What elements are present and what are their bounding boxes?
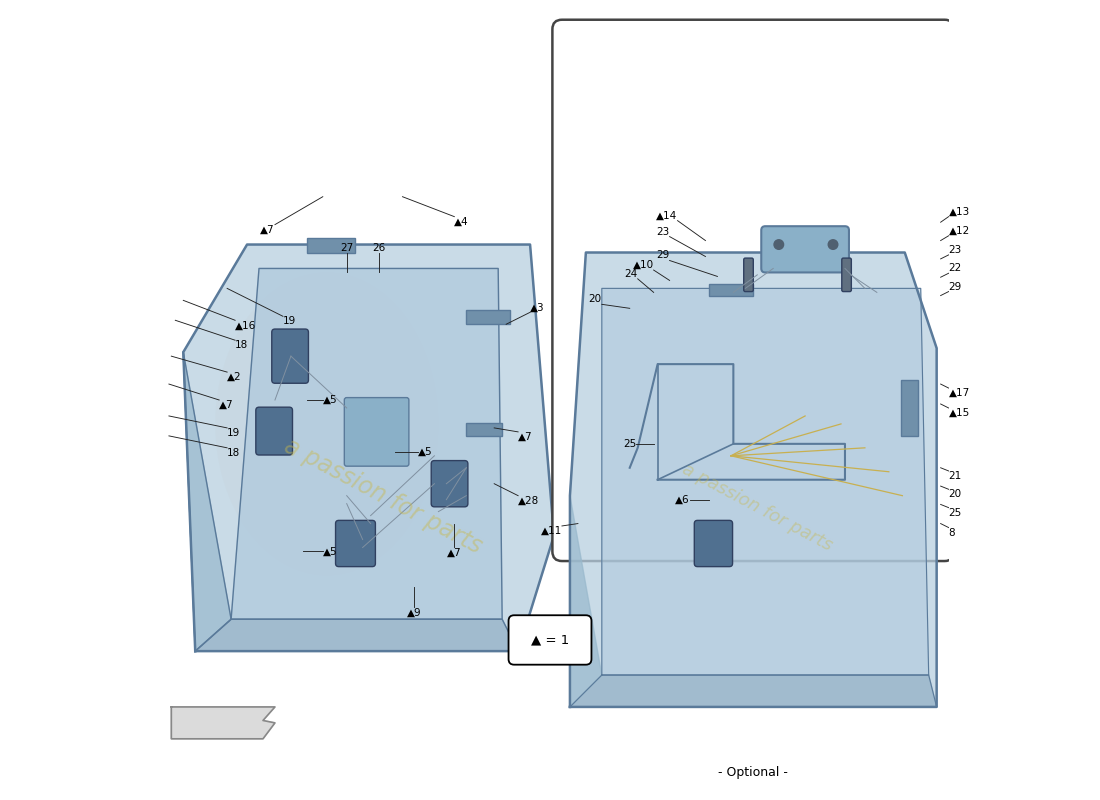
Polygon shape: [231, 269, 503, 619]
Polygon shape: [184, 245, 554, 651]
Text: ▲5: ▲5: [322, 546, 338, 557]
Bar: [307, 238, 354, 253]
Circle shape: [774, 240, 783, 250]
Polygon shape: [184, 352, 231, 651]
Bar: [466, 423, 503, 436]
Text: ▲6: ▲6: [675, 494, 690, 505]
FancyBboxPatch shape: [761, 226, 849, 273]
FancyBboxPatch shape: [842, 258, 851, 291]
Text: a passion for parts: a passion for parts: [679, 460, 836, 555]
Polygon shape: [570, 675, 937, 707]
Text: - Optional -: - Optional -: [718, 766, 789, 779]
Text: ▲7: ▲7: [219, 400, 234, 410]
Text: ▲7: ▲7: [447, 547, 462, 558]
Text: ▲13: ▲13: [948, 206, 970, 217]
Text: ▲4: ▲4: [454, 217, 469, 226]
Text: ▲16: ▲16: [235, 320, 256, 330]
FancyBboxPatch shape: [552, 20, 954, 561]
FancyBboxPatch shape: [744, 258, 754, 291]
Text: 25: 25: [623, 439, 636, 449]
Bar: [901, 380, 918, 436]
Text: ▲12: ▲12: [948, 226, 970, 236]
Text: ▲10: ▲10: [632, 260, 653, 270]
Bar: [710, 284, 754, 296]
Text: 25: 25: [948, 508, 961, 518]
Polygon shape: [172, 707, 275, 739]
Text: ▲15: ▲15: [948, 408, 970, 418]
Text: ▲3: ▲3: [530, 302, 544, 312]
Polygon shape: [602, 288, 928, 675]
Text: 26: 26: [372, 242, 385, 253]
Text: 19: 19: [283, 316, 296, 326]
Text: ▲7: ▲7: [261, 225, 275, 234]
Text: 19: 19: [227, 428, 241, 438]
Text: ▲7: ▲7: [518, 432, 532, 442]
Text: 29: 29: [948, 282, 961, 291]
Text: 22: 22: [948, 263, 961, 274]
Text: ▲2: ▲2: [227, 372, 242, 382]
Text: 29: 29: [657, 250, 670, 261]
Text: 20: 20: [948, 490, 961, 499]
Polygon shape: [570, 253, 937, 707]
Text: 20: 20: [588, 294, 602, 304]
Text: ▲9: ▲9: [407, 607, 421, 618]
FancyBboxPatch shape: [336, 520, 375, 566]
Text: a passion for parts: a passion for parts: [279, 434, 485, 558]
Text: ▲11: ▲11: [541, 526, 562, 536]
FancyBboxPatch shape: [694, 520, 733, 566]
Text: 27: 27: [340, 242, 353, 253]
Bar: [466, 310, 510, 324]
Text: ▲28: ▲28: [518, 496, 539, 506]
Text: ▲ = 1: ▲ = 1: [531, 634, 569, 646]
Text: 18: 18: [235, 340, 249, 350]
Text: ▲14: ▲14: [657, 210, 678, 221]
Text: 24: 24: [625, 269, 638, 279]
FancyBboxPatch shape: [256, 407, 293, 455]
FancyBboxPatch shape: [508, 615, 592, 665]
FancyBboxPatch shape: [431, 461, 467, 507]
Text: ▲5: ▲5: [418, 447, 433, 457]
Text: 23: 23: [657, 226, 670, 237]
Text: 23: 23: [948, 245, 961, 255]
Text: ▲5: ▲5: [322, 395, 338, 405]
Circle shape: [828, 240, 838, 250]
FancyBboxPatch shape: [344, 398, 409, 466]
FancyBboxPatch shape: [272, 329, 308, 383]
Ellipse shape: [216, 273, 439, 575]
Polygon shape: [570, 496, 602, 707]
Text: 18: 18: [227, 448, 241, 458]
Polygon shape: [195, 619, 518, 651]
Text: 8: 8: [948, 527, 955, 538]
Text: ▲17: ▲17: [948, 388, 970, 398]
Text: 21: 21: [948, 471, 961, 481]
